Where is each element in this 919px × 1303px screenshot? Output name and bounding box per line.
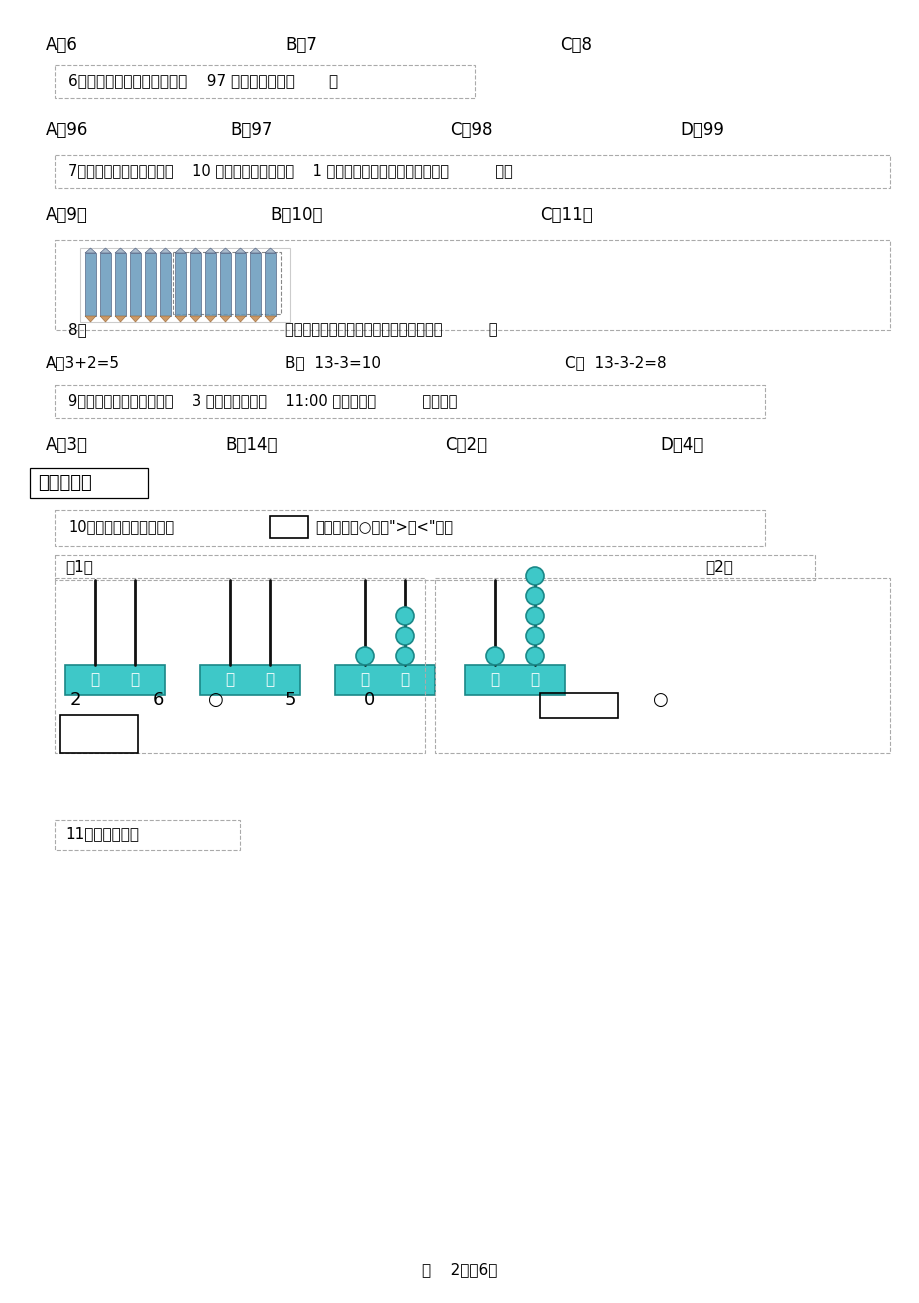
Text: ○: ○: [652, 691, 667, 709]
Text: 个: 个: [400, 672, 409, 688]
Polygon shape: [265, 253, 276, 317]
Text: A．3时: A．3时: [46, 437, 88, 453]
Text: 十: 十: [90, 672, 99, 688]
Polygon shape: [464, 665, 564, 694]
Text: B．97: B．97: [230, 121, 272, 139]
Text: 5: 5: [284, 691, 295, 709]
Text: 十: 十: [490, 672, 499, 688]
Circle shape: [395, 648, 414, 665]
Polygon shape: [220, 253, 231, 317]
Circle shape: [526, 586, 543, 605]
Text: （1）: （1）: [65, 559, 93, 575]
Polygon shape: [145, 317, 156, 322]
Polygon shape: [115, 317, 126, 322]
Text: 十: 十: [360, 672, 369, 688]
Text: A．9时: A．9时: [46, 206, 88, 224]
Polygon shape: [250, 317, 261, 322]
Circle shape: [395, 627, 414, 645]
Polygon shape: [234, 317, 245, 322]
Polygon shape: [335, 665, 435, 694]
Polygon shape: [160, 317, 171, 322]
Text: 第    2页共6页: 第 2页共6页: [422, 1263, 497, 1277]
Polygon shape: [145, 253, 156, 317]
Circle shape: [526, 607, 543, 625]
Text: 8．: 8．: [68, 323, 86, 337]
Polygon shape: [130, 248, 141, 253]
Text: ○: ○: [207, 691, 222, 709]
Text: 6: 6: [153, 691, 164, 709]
Polygon shape: [115, 248, 126, 253]
Text: 个: 个: [266, 672, 274, 688]
Circle shape: [526, 567, 543, 585]
Text: B．14时: B．14时: [225, 437, 278, 453]
Text: C．  13-3-2=8: C． 13-3-2=8: [564, 356, 666, 370]
Text: 里填数字，○里填">或<"＝）: 里填数字，○里填">或<"＝）: [314, 520, 452, 534]
Text: D．99: D．99: [679, 121, 723, 139]
Polygon shape: [85, 253, 96, 317]
Polygon shape: [190, 248, 200, 253]
Text: 11．看钟面填空: 11．看钟面填空: [65, 826, 139, 842]
Polygon shape: [250, 248, 261, 253]
Polygon shape: [130, 317, 141, 322]
Text: 0: 0: [364, 691, 375, 709]
Polygon shape: [85, 248, 96, 253]
Polygon shape: [100, 248, 111, 253]
Text: 10．画一画，填一填。（: 10．画一画，填一填。（: [68, 520, 174, 534]
Polygon shape: [175, 248, 186, 253]
Polygon shape: [265, 248, 276, 253]
Text: 7．妈妈晚上睡觉的时间是    10 时，明明比妈妈早睡    1 小时。明明晚上睡觉的时间是（          ）。: 7．妈妈晚上睡觉的时间是 10 时，明明比妈妈早睡 1 小时。明明晚上睡觉的时间…: [68, 163, 512, 179]
Polygon shape: [100, 317, 111, 322]
Polygon shape: [220, 248, 231, 253]
Polygon shape: [234, 248, 245, 253]
Polygon shape: [205, 248, 216, 253]
Text: B．10时: B．10时: [269, 206, 323, 224]
Circle shape: [356, 648, 374, 665]
Polygon shape: [65, 665, 165, 694]
Text: A．96: A．96: [46, 121, 88, 139]
Polygon shape: [205, 317, 216, 322]
Text: D．4时: D．4时: [659, 437, 703, 453]
Text: A．3+2=5: A．3+2=5: [46, 356, 119, 370]
Polygon shape: [175, 253, 186, 317]
Text: 十: 十: [225, 672, 234, 688]
Text: 6．我不是最大两位数，我比    97 大，我是几？（       ）: 6．我不是最大两位数，我比 97 大，我是几？（ ）: [68, 73, 338, 89]
Text: 二、填空题: 二、填空题: [38, 474, 92, 493]
Polygon shape: [220, 317, 231, 322]
Circle shape: [395, 607, 414, 625]
Text: B．  13-3=10: B． 13-3=10: [285, 356, 380, 370]
Text: 个: 个: [530, 672, 539, 688]
Polygon shape: [199, 665, 300, 694]
Text: C．8: C．8: [560, 36, 591, 53]
Polygon shape: [205, 253, 216, 317]
Text: C．11时: C．11时: [539, 206, 592, 224]
Polygon shape: [250, 253, 261, 317]
Polygon shape: [160, 248, 171, 253]
Polygon shape: [85, 317, 96, 322]
Polygon shape: [160, 253, 171, 317]
Text: C．2时: C．2时: [445, 437, 486, 453]
Polygon shape: [100, 253, 111, 317]
Polygon shape: [190, 317, 200, 322]
Circle shape: [526, 648, 543, 665]
Polygon shape: [115, 253, 126, 317]
Polygon shape: [265, 317, 276, 322]
Polygon shape: [130, 253, 141, 317]
Polygon shape: [234, 253, 245, 317]
Text: C．98: C．98: [449, 121, 492, 139]
Polygon shape: [175, 317, 186, 322]
Text: A．6: A．6: [46, 36, 78, 53]
Polygon shape: [145, 248, 156, 253]
Text: 9．从南京到上海乘火车需    3 小时，火车上午    11:00 开，下午（          ）到达。: 9．从南京到上海乘火车需 3 小时，火车上午 11:00 开，下午（ ）到达。: [68, 394, 457, 409]
Text: 左图的意思可以用下面哪个算式表示？（          ）: 左图的意思可以用下面哪个算式表示？（ ）: [285, 323, 497, 337]
Text: 个: 个: [130, 672, 140, 688]
Circle shape: [526, 627, 543, 645]
Text: （2）: （2）: [704, 559, 732, 575]
Polygon shape: [190, 253, 200, 317]
Circle shape: [485, 648, 504, 665]
Text: B．7: B．7: [285, 36, 316, 53]
Text: 2: 2: [69, 691, 81, 709]
